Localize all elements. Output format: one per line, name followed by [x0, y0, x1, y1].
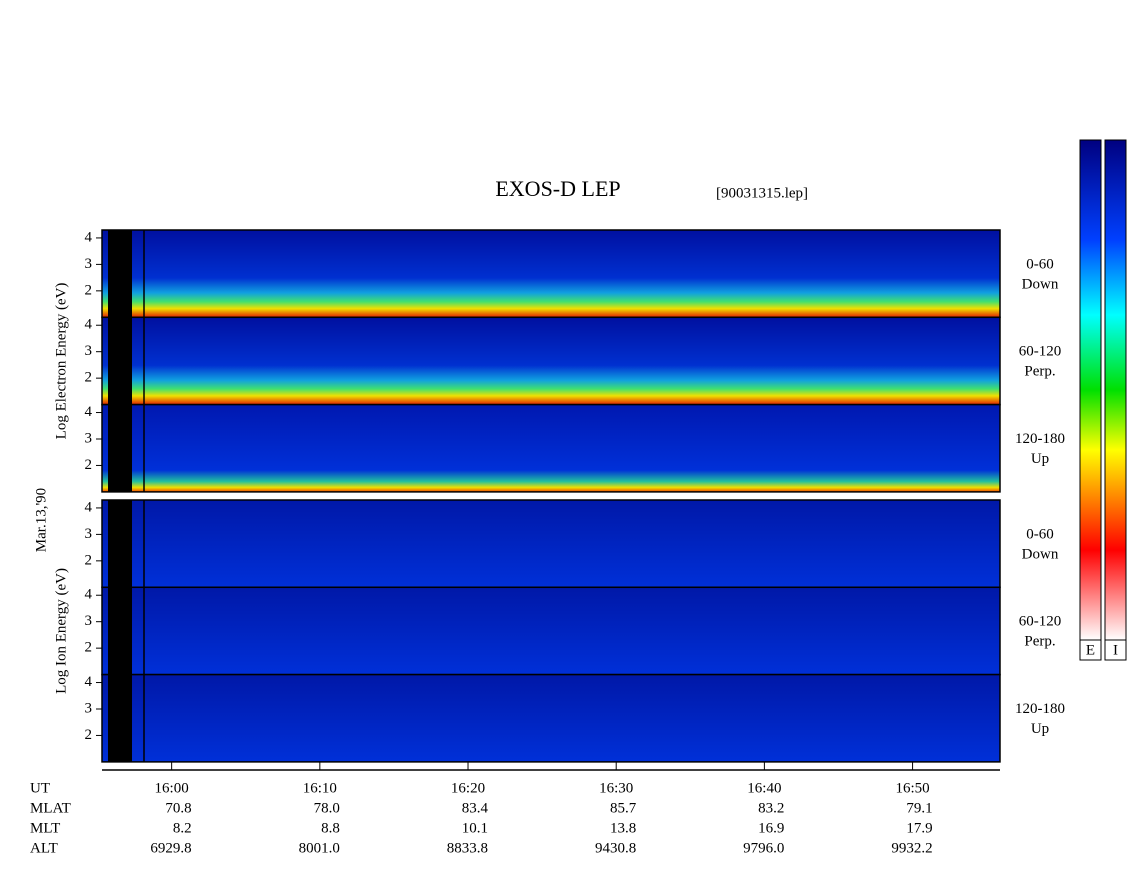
x-tick-label: 16:10 [303, 780, 337, 796]
y-axis-label: Log Electron Energy (eV) [53, 283, 69, 440]
y-tick-label: 2 [85, 370, 93, 386]
colorbar [1104, 139, 1127, 641]
x-tick-label: 16:50 [895, 780, 929, 796]
panel-label: Down [1022, 276, 1059, 292]
y-tick-label: 4 [85, 317, 93, 333]
panel-label: Up [1031, 451, 1049, 467]
panel-label: 120-180 [1015, 431, 1065, 447]
y-tick-label: 3 [85, 343, 93, 359]
table-cell: 83.2 [758, 800, 784, 816]
y-tick-label: 4 [85, 499, 93, 515]
x-tick-label: 16:20 [451, 780, 485, 796]
table-cell: 16.9 [758, 820, 784, 836]
table-cell: 9796.0 [743, 840, 784, 856]
table-cell: 85.7 [610, 800, 637, 816]
table-cell: 70.8 [165, 800, 191, 816]
colorbar-label: E [1086, 642, 1095, 658]
panel-frame [101, 673, 1001, 763]
panel-label: Perp. [1024, 364, 1055, 380]
y-tick-label: 2 [85, 552, 93, 568]
y-tick-label: 4 [85, 587, 93, 603]
data-gap [108, 587, 132, 675]
y-tick-label: 3 [85, 700, 93, 716]
colorbar [1079, 139, 1102, 641]
y-tick-label: 4 [85, 404, 93, 420]
panel-label: Up [1031, 721, 1049, 737]
y-tick-label: 3 [85, 526, 93, 542]
panel-label: 0-60 [1026, 256, 1054, 272]
x-tick-label: 16:30 [599, 780, 633, 796]
y-tick-label: 2 [85, 727, 93, 743]
y-tick-label: 4 [85, 674, 93, 690]
y-tick-label: 2 [85, 457, 93, 473]
row-label: MLAT [30, 800, 71, 816]
panel-label: 0-60 [1026, 526, 1054, 542]
data-gap [108, 317, 132, 405]
table-cell: 10.1 [462, 820, 488, 836]
panel-label: 60-120 [1019, 614, 1062, 630]
data-gap [108, 230, 132, 318]
table-cell: 9430.8 [595, 840, 636, 856]
table-cell: 9932.2 [891, 840, 932, 856]
y-tick-label: 3 [85, 256, 93, 272]
colorbar-label-box [1104, 639, 1127, 661]
title: EXOS-D LEP [495, 176, 620, 201]
y-tick-label: 3 [85, 613, 93, 629]
y-axis-label: Log Ion Energy (eV) [53, 568, 69, 694]
table-cell: 8001.0 [299, 840, 340, 856]
spectrogram-panel [102, 230, 1000, 318]
spectrogram-panel [102, 587, 1000, 675]
row-label: MLT [30, 820, 60, 836]
data-gap [108, 500, 132, 588]
panel-frame [101, 403, 1001, 493]
y-tick-label: 3 [85, 430, 93, 446]
data-gap [108, 404, 132, 492]
table-cell: 78.0 [314, 800, 340, 816]
row-label: ALT [30, 840, 58, 856]
row-label: UT [30, 780, 50, 796]
spectrogram-panel [102, 404, 1000, 492]
table-cell: 79.1 [906, 800, 932, 816]
y-tick-label: 2 [85, 282, 93, 298]
table-cell: 17.9 [906, 820, 932, 836]
file-name: [90031315.lep] [716, 185, 808, 201]
y-tick-label: 4 [85, 229, 93, 245]
date: Mar.13,'90 [33, 488, 49, 552]
y-tick-label: 2 [85, 640, 93, 656]
table-cell: 8833.8 [447, 840, 488, 856]
table-cell: 83.4 [462, 800, 489, 816]
spectrogram-panel [102, 500, 1000, 588]
table-cell: 6929.8 [150, 840, 191, 856]
x-tick-label: 16:40 [747, 780, 781, 796]
panel-label: 120-180 [1015, 701, 1065, 717]
spectrogram-panel [102, 317, 1000, 405]
table-cell: 8.2 [173, 820, 192, 836]
panel-label: 60-120 [1019, 344, 1062, 360]
panel-label: Down [1022, 546, 1059, 562]
table-cell: 13.8 [610, 820, 636, 836]
colorbar-label-box [1079, 639, 1102, 661]
spectrogram-panel [102, 674, 1000, 762]
data-gap [108, 674, 132, 762]
colorbar-label: I [1113, 642, 1118, 658]
panel-label: Perp. [1024, 634, 1055, 650]
table-cell: 8.8 [321, 820, 340, 836]
x-tick-label: 16:00 [155, 780, 189, 796]
